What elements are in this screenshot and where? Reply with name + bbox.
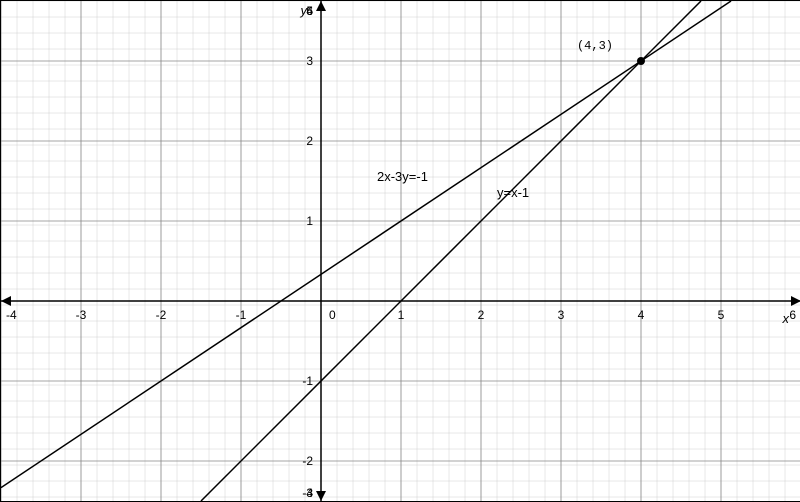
y-axis-arrow xyxy=(316,1,326,11)
x-tick-label: 3 xyxy=(558,308,565,322)
equation-label-line1: 2x-3y=-1 xyxy=(377,169,428,184)
chart-svg: xy-4-3-2-10123456-4-3-2-11234562x-3y=-1y… xyxy=(1,1,800,501)
x-axis-arrow xyxy=(791,296,800,306)
y-tick-label: -1 xyxy=(302,374,313,388)
x-tick-label: -2 xyxy=(156,308,167,322)
plot-line1 xyxy=(1,1,731,488)
x-tick-label: -4 xyxy=(6,308,17,322)
intersection-point xyxy=(637,57,645,65)
y-tick-label: -3 xyxy=(302,486,313,500)
x-tick-label: 5 xyxy=(718,308,725,322)
x-tick-label: -3 xyxy=(76,308,87,322)
y-tick-label: -2 xyxy=(302,454,313,468)
x-tick-label: 2 xyxy=(478,308,485,322)
x-tick-label: 6 xyxy=(789,308,796,322)
y-tick-label: 3 xyxy=(306,54,313,68)
plot-line2 xyxy=(201,1,701,501)
equation-label-line2: y=x-1 xyxy=(497,185,529,200)
x-tick-label: -1 xyxy=(236,308,247,322)
intersection-label: (4,3) xyxy=(577,39,613,53)
x-tick-label: 1 xyxy=(398,308,405,322)
x-axis-label: x xyxy=(782,311,790,326)
graph-container: xy-4-3-2-10123456-4-3-2-11234562x-3y=-1y… xyxy=(0,0,800,502)
x-tick-label: 4 xyxy=(638,308,645,322)
x-axis-arrow-left xyxy=(1,296,11,306)
y-tick-label: 1 xyxy=(306,214,313,228)
x-tick-label: 0 xyxy=(329,308,336,322)
y-tick-label: 6 xyxy=(306,4,313,18)
y-tick-label: 2 xyxy=(306,134,313,148)
